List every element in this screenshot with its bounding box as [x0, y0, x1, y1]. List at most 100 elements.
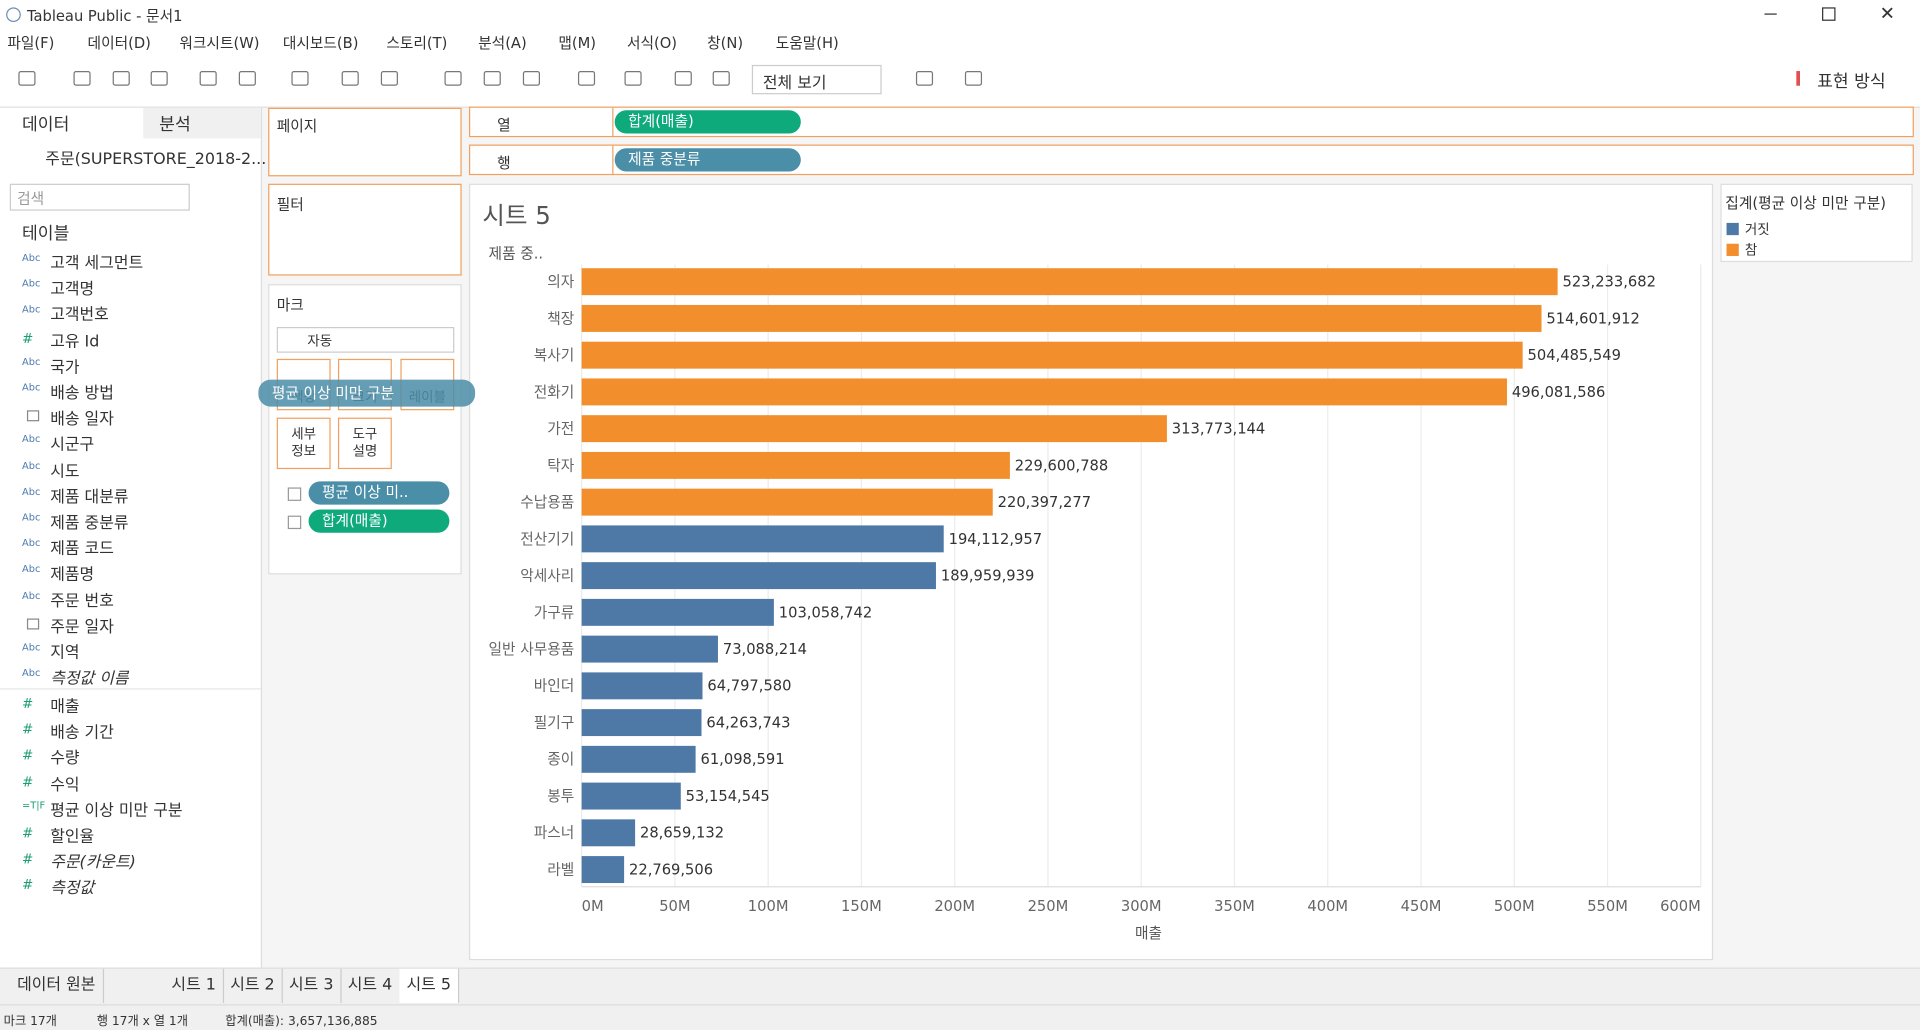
field[interactable]: 수량	[50, 750, 80, 769]
filters-shelf[interactable]: 필터	[268, 183, 462, 276]
menu-item[interactable]: 도움말(H)	[775, 34, 839, 52]
rows-shelf[interactable]: 행 제품 중분류	[468, 144, 1914, 176]
mark-type-dropdown[interactable]: 자동	[276, 327, 455, 353]
toolbar-icon[interactable]	[915, 71, 934, 86]
search-placeholder: 검색	[17, 189, 45, 207]
menu-item[interactable]: 맵(M)	[558, 34, 597, 52]
columns-shelf[interactable]: 열 합계(매출)	[468, 106, 1914, 138]
menu-item[interactable]: 워크시트(W)	[179, 34, 260, 52]
field[interactable]: 측정값 이름	[50, 670, 129, 689]
legend-swatch	[1726, 222, 1739, 236]
bar	[581, 341, 1523, 369]
field[interactable]: 지역	[50, 644, 80, 663]
field[interactable]: 제품 코드	[50, 540, 114, 559]
field[interactable]: 매출	[50, 698, 80, 717]
field-icon: #	[22, 747, 34, 764]
show-me-button[interactable]: 표현 방식	[1817, 72, 1886, 92]
analysis-tab[interactable]: 분석	[159, 115, 191, 135]
field[interactable]: 제품명	[50, 566, 95, 585]
menu-item[interactable]: 창(N)	[707, 34, 744, 52]
legend-label[interactable]: 거짓	[1744, 221, 1770, 238]
field[interactable]: 주문(카운트)	[50, 853, 136, 873]
toolbar-icon[interactable]	[380, 71, 398, 86]
pages-shelf[interactable]: 페이지	[268, 107, 462, 177]
toolbar-icon[interactable]	[291, 71, 309, 86]
field[interactable]: 시도	[50, 462, 80, 481]
mark-pill[interactable]: 합계(매출)	[308, 509, 450, 533]
minimize-button[interactable]	[1764, 13, 1777, 15]
menu-item[interactable]: 대시보드(B)	[282, 34, 359, 52]
status-bar: 마크 17개 행 17개 x 열 1개 합계(매출): 3,657,136,885	[0, 1004, 1920, 1030]
toolbar-icon[interactable]	[522, 71, 541, 86]
data-tab[interactable]: 데이터	[22, 115, 70, 135]
field[interactable]: 수익	[50, 775, 80, 795]
field[interactable]: 국가	[50, 358, 80, 377]
y-tick-label: 가전	[547, 421, 574, 438]
sheet-tab[interactable]: 시트 3	[282, 968, 343, 1004]
toolbar-icon[interactable]	[674, 71, 692, 86]
toolbar-icon[interactable]	[73, 71, 91, 86]
columns-pill[interactable]: 합계(매출)	[614, 110, 801, 134]
toolbar-icon[interactable]	[712, 71, 730, 86]
view-mode-dropdown[interactable]: 전체 보기	[751, 64, 882, 95]
field[interactable]: 고유 Id	[50, 332, 100, 351]
y-tick-label: 전화기	[534, 384, 575, 401]
sheet-tab[interactable]: 시트 2	[223, 968, 284, 1004]
sheet-tab[interactable]: 시트 1	[164, 968, 225, 1004]
search-box[interactable]: 검색	[9, 183, 190, 211]
menu-item[interactable]: 서식(O)	[626, 34, 678, 52]
x-tick-label: 450M	[1401, 898, 1442, 915]
field[interactable]: 평균 이상 미만 구분	[50, 801, 183, 821]
field[interactable]: 고객 세그먼트	[50, 254, 144, 274]
field[interactable]: 배송 일자	[50, 410, 114, 429]
app-icon	[6, 7, 21, 23]
toolbar-icon[interactable]	[112, 71, 130, 86]
field[interactable]: 시군구	[50, 436, 95, 455]
field[interactable]: 측정값	[50, 879, 95, 899]
menu-item[interactable]: 분석(A)	[478, 34, 527, 52]
field[interactable]: 고객번호	[50, 306, 109, 326]
sheet-tabs: 데이터 원본 시트 1 시트 2 시트 3 시트 4 시트 5	[0, 967, 1920, 1005]
datasource[interactable]: 주문(SUPERSTORE_2018-2...	[45, 150, 267, 170]
field[interactable]: 제품 중분류	[50, 514, 129, 533]
chart: 시트 5 제품 중.. 매출 0M 50M 100M 150M 200M 250M 300M 350…	[482, 201, 1702, 942]
rows-pill[interactable]: 제품 중분류	[614, 148, 801, 172]
menu-item[interactable]: 파일(F)	[7, 34, 55, 52]
toolbar-icon[interactable]	[199, 71, 217, 86]
data-label: 194,112,957	[949, 531, 1042, 548]
field[interactable]: 배송 기간	[50, 724, 114, 743]
field[interactable]: 제품 대분류	[50, 488, 129, 507]
pages-label: 페이지	[276, 117, 318, 135]
data-label: 64,263,743	[706, 714, 790, 731]
legend-label[interactable]: 참	[1744, 242, 1758, 259]
field[interactable]: 고객명	[50, 280, 95, 300]
toolbar-icon[interactable]	[483, 71, 501, 86]
toolbar-icon[interactable]	[577, 71, 596, 86]
rows-label: 행	[497, 154, 511, 172]
toolbar-icon[interactable]	[18, 71, 36, 86]
menu-item[interactable]: 데이터(D)	[87, 34, 151, 52]
toolbar-icon[interactable]	[444, 71, 462, 86]
sheet-tab[interactable]: 데이터 원본	[10, 968, 105, 1004]
sheet-tab[interactable]: 시트 4	[340, 968, 401, 1004]
toolbar-icon[interactable]	[624, 71, 642, 86]
menu-item[interactable]: 스토리(T)	[386, 34, 448, 52]
sheet-tab[interactable]: 시트 5	[399, 968, 460, 1004]
view-mode-label: 전체 보기	[762, 74, 827, 94]
field[interactable]: 주문 번호	[50, 592, 114, 611]
field[interactable]: 할인율	[50, 827, 95, 847]
toolbar-icon[interactable]	[238, 71, 256, 86]
mark-pill[interactable]: 평균 이상 미..	[308, 481, 450, 505]
field[interactable]: 배송 방법	[50, 384, 114, 403]
close-button[interactable]: ✕	[1879, 2, 1895, 25]
mark-button[interactable]: 세부 정보	[276, 417, 331, 470]
toolbar-icon[interactable]	[341, 71, 359, 86]
bar	[581, 304, 1542, 332]
restore-button[interactable]	[1822, 7, 1836, 21]
data-label: 504,485,549	[1528, 347, 1621, 364]
mark-button[interactable]: 도구 설명	[337, 417, 392, 470]
toolbar-icon[interactable]	[964, 71, 983, 86]
field[interactable]: 주문 일자	[50, 618, 114, 637]
toolbar-icon[interactable]	[150, 71, 168, 86]
